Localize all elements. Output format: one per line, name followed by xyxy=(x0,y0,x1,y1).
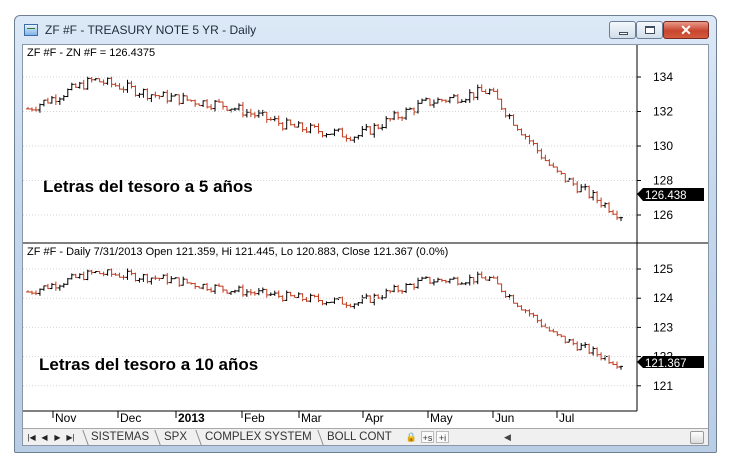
bottom-y-axis: 125124123122121 xyxy=(23,262,673,393)
price-chart-svg[interactable]: ZF #F - ZN #F = 126.4375 Letras del teso… xyxy=(23,45,708,428)
tab-separator xyxy=(148,430,161,445)
top-plot-area[interactable] xyxy=(23,45,637,242)
x-tick-label: Jul xyxy=(559,411,574,425)
first-sheet-icon[interactable]: |◀ xyxy=(27,433,36,442)
tab-boll-cont[interactable]: BOLL CONT xyxy=(327,431,392,443)
top-pane-header: ZF #F - ZN #F = 126.4375 xyxy=(27,47,155,59)
bottom-last-price: 121.367 xyxy=(645,358,687,370)
top-price-bars xyxy=(26,76,623,222)
horizontal-scrollbar[interactable]: ◀ ▶ xyxy=(502,431,704,444)
minimize-button[interactable] xyxy=(609,21,636,39)
y-tick-label: 124 xyxy=(653,291,673,305)
last-sheet-icon[interactable]: ▶| xyxy=(66,433,75,442)
next-sheet-icon[interactable]: ▶ xyxy=(54,433,61,442)
chart-app-icon xyxy=(24,24,38,36)
window-titlebar[interactable]: ZF #F - TREASURY NOTE 5 YR - Daily ✕ xyxy=(15,16,716,44)
tab-separator xyxy=(189,430,202,445)
chart-window: ZF #F - TREASURY NOTE 5 YR - Daily ✕ ZF … xyxy=(14,15,717,453)
tab-separator xyxy=(76,430,89,445)
x-tick-label: Nov xyxy=(55,411,76,425)
y-tick-label: 121 xyxy=(653,379,673,393)
x-tick-label: Jun xyxy=(495,411,514,425)
top-last-price-tag: 126.438 xyxy=(637,188,704,202)
lock-icon[interactable]: 🔒 xyxy=(405,432,418,442)
add-sheet-icon[interactable]: +s xyxy=(421,431,434,443)
chart-area: ZF #F - ZN #F = 126.4375 Letras del teso… xyxy=(22,44,709,446)
bottom-price-bars xyxy=(26,268,623,370)
y-tick-label: 134 xyxy=(653,70,673,84)
y-tick-label: 125 xyxy=(653,262,673,276)
bottom-pane: ZF #F - Daily 7/31/2013 Open 121.359, Hi… xyxy=(23,244,704,411)
top-pane: ZF #F - ZN #F = 126.4375 Letras del teso… xyxy=(23,45,704,242)
sheet-tab-bar: |◀ ◀ ▶ ▶| SISTEMAS SPX COMPLEX SYSTEM BO… xyxy=(23,428,708,445)
x-tick-label: 2013 xyxy=(178,411,205,425)
tab-spx[interactable]: SPX xyxy=(164,431,188,443)
top-last-price-marker xyxy=(637,188,704,201)
close-button[interactable]: ✕ xyxy=(663,21,709,39)
x-tick-label: Mar xyxy=(301,411,322,425)
top-last-price: 126.438 xyxy=(645,190,687,202)
maximize-button[interactable] xyxy=(636,21,663,39)
y-tick-label: 130 xyxy=(653,139,673,153)
tab-separator xyxy=(311,430,324,445)
close-icon: ✕ xyxy=(680,22,692,38)
bottom-last-price-marker xyxy=(637,356,704,368)
top-y-axis: 134 132 130 128 126 xyxy=(23,70,673,222)
x-tick-label: Apr xyxy=(365,411,384,425)
y-tick-label: 128 xyxy=(653,174,673,188)
bottom-pane-header: ZF #F - Daily 7/31/2013 Open 121.359, Hi… xyxy=(27,246,448,258)
tab-sistemas[interactable]: SISTEMAS xyxy=(91,431,150,443)
y-tick-label: 126 xyxy=(653,208,673,222)
top-pane-annotation: Letras del tesoro a 5 años xyxy=(43,177,253,196)
window-title: ZF #F - TREASURY NOTE 5 YR - Daily xyxy=(45,23,257,37)
x-axis: Nov Dec 2013 Feb Mar Apr May Jun Jul xyxy=(52,411,574,425)
scroll-thumb[interactable] xyxy=(690,431,704,444)
bottom-last-price-tag: 121.367 xyxy=(637,356,704,370)
x-tick-label: Dec xyxy=(120,411,141,425)
maximize-icon xyxy=(645,26,655,34)
tab-complex-system[interactable]: COMPLEX SYSTEM xyxy=(205,431,312,443)
x-tick-label: Feb xyxy=(244,411,265,425)
y-tick-label: 132 xyxy=(653,105,673,119)
minimize-icon xyxy=(619,32,628,35)
x-tick-label: May xyxy=(430,411,453,425)
insert-sheet-icon[interactable]: +i xyxy=(436,431,449,443)
bottom-pane-annotation: Letras del tesoro a 10 años xyxy=(39,355,258,374)
prev-sheet-icon[interactable]: ◀ xyxy=(41,433,48,442)
y-tick-label: 123 xyxy=(653,320,673,334)
scroll-left-icon[interactable]: ◀ xyxy=(504,432,511,442)
